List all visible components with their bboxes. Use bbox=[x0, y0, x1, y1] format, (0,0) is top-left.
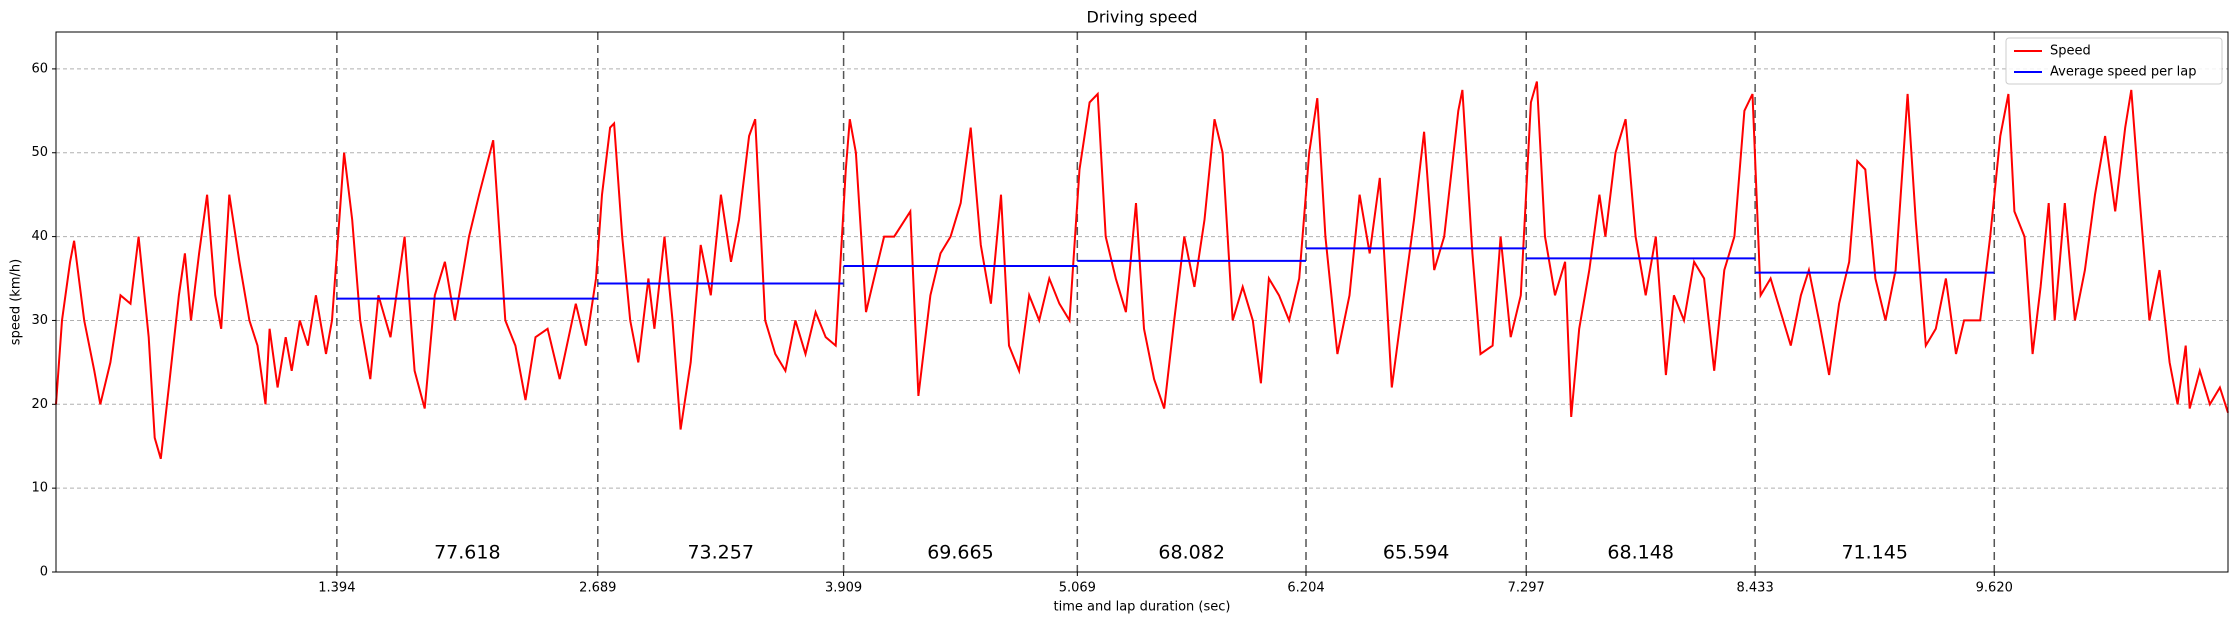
y-tick-label: 0 bbox=[40, 565, 48, 580]
speed-line bbox=[55, 81, 2229, 460]
x-tick-label: 5.069 bbox=[1059, 581, 1096, 596]
lap-duration-label: 69.665 bbox=[927, 542, 993, 564]
chart-title: Driving speed bbox=[1087, 8, 1198, 27]
lap-duration-label: 73.257 bbox=[687, 542, 753, 564]
y-tick-label: 50 bbox=[31, 145, 48, 160]
lap-duration-label: 71.145 bbox=[1841, 542, 1907, 564]
x-tick-label: 3.909 bbox=[825, 581, 862, 596]
x-tick-label: 8.433 bbox=[1737, 581, 1774, 596]
x-tick-label: 6.204 bbox=[1287, 581, 1324, 596]
y-tick-label: 30 bbox=[31, 313, 48, 328]
y-axis-label: speed (km/h) bbox=[9, 259, 24, 345]
lap-duration-label: 68.148 bbox=[1607, 542, 1673, 564]
y-tick-label: 40 bbox=[31, 229, 48, 244]
legend-box bbox=[2005, 37, 2223, 85]
legend-label: Speed bbox=[2050, 44, 2091, 59]
x-tick-label: 2.689 bbox=[579, 581, 616, 596]
x-tick-label: 7.297 bbox=[1508, 581, 1545, 596]
legend-label: Average speed per lap bbox=[2050, 65, 2196, 80]
y-tick-label: 60 bbox=[31, 61, 48, 76]
y-tick-label: 20 bbox=[31, 397, 48, 412]
plot-frame bbox=[55, 31, 2229, 573]
x-tick-label: 1.394 bbox=[318, 581, 355, 596]
y-tick-label: 10 bbox=[31, 481, 48, 496]
lap-duration-label: 68.082 bbox=[1158, 542, 1224, 564]
lap-duration-label: 65.594 bbox=[1383, 542, 1449, 564]
x-tick-label: 9.620 bbox=[1976, 581, 2013, 596]
lap-duration-label: 77.618 bbox=[434, 542, 500, 564]
x-axis-label: time and lap duration (sec) bbox=[1054, 600, 1231, 615]
